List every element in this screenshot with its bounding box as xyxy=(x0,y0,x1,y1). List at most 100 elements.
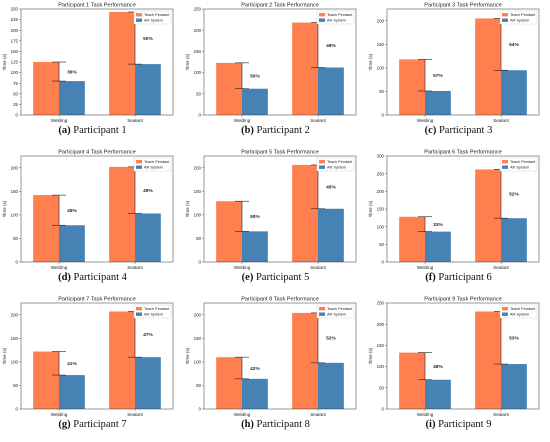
bar-welding-teach-pendant xyxy=(33,351,59,409)
x-tick-label: Sealant xyxy=(493,118,509,123)
bar-sealant-teach-pendant xyxy=(292,312,318,409)
chart-title: Participant 1 Task Performance xyxy=(58,3,136,9)
legend-label: Teach Pendant xyxy=(327,160,353,164)
caption-letter: (h) xyxy=(241,419,254,430)
bar-welding-teach-pendant xyxy=(33,62,59,115)
y-tick-label: 100 xyxy=(11,212,19,217)
legend-swatch xyxy=(319,307,325,311)
y-tick-label: 100 xyxy=(194,70,202,75)
y-tick-label: 50 xyxy=(379,242,384,247)
caption-letter: (c) xyxy=(424,125,437,136)
bar-welding-teach-pendant xyxy=(399,216,425,262)
chart-svg: Participant 3 Task Performance Time (s) 0 5… xyxy=(368,3,540,123)
bar-sealant-teach-pendant xyxy=(109,311,135,409)
reduction-label: 54% xyxy=(509,42,519,48)
legend-label: AR System xyxy=(510,166,529,170)
y-tick-label: 250 xyxy=(377,301,385,306)
y-tick-label: 200 xyxy=(194,165,202,170)
bar-sealant-ar-system xyxy=(318,208,344,262)
y-tick-label: 150 xyxy=(194,336,202,341)
x-tick-label: Sealant xyxy=(493,412,509,417)
reduction-label: 45% xyxy=(67,208,77,214)
y-tick-label: 200 xyxy=(11,28,19,33)
legend-label: AR System xyxy=(144,313,163,317)
y-tick-label: 300 xyxy=(377,154,385,159)
legend-label: AR System xyxy=(510,313,529,317)
chart-panel-5: Participant 5 Task Performance Time (s) 0 5… xyxy=(184,148,367,295)
reduction-label: 57% xyxy=(433,73,443,79)
bar-sealant-ar-system xyxy=(135,64,161,115)
y-tick-label: 150 xyxy=(377,207,385,212)
y-tick-label: 100 xyxy=(194,212,202,217)
bar-welding-ar-system xyxy=(59,375,85,409)
plot-frame xyxy=(20,8,174,116)
legend-box xyxy=(133,304,172,319)
caption-text: Participant 5 xyxy=(253,272,310,283)
bar-welding-teach-pendant xyxy=(216,357,242,409)
legend-box xyxy=(316,157,355,172)
bar-sealant-ar-system xyxy=(135,213,161,262)
x-tick-label: Sealant xyxy=(127,118,143,123)
legend-swatch xyxy=(502,307,508,311)
y-tick-label: 25 xyxy=(13,102,18,107)
panel-caption: (f) Participant 6 xyxy=(367,272,550,283)
y-tick-label: 0 xyxy=(16,407,19,412)
chart-title: Participant 7 Task Performance xyxy=(58,297,136,303)
plot-frame xyxy=(20,302,174,410)
y-tick-label: 200 xyxy=(377,322,385,327)
chart-panel-4: Participant 4 Task Performance Time (s) 0 5… xyxy=(1,148,184,295)
y-tick-label: 50 xyxy=(13,91,18,96)
y-tick-label: 125 xyxy=(11,60,19,65)
reduction-label: 50% xyxy=(250,214,260,220)
bar-sealant-ar-system xyxy=(135,357,161,409)
legend-swatch xyxy=(502,13,508,17)
y-tick-label: 50 xyxy=(379,385,384,390)
plot-frame xyxy=(20,155,174,263)
legend-swatch xyxy=(136,13,142,17)
x-tick-label: Welding xyxy=(417,412,434,417)
reduction-label: 52% xyxy=(509,192,519,198)
legend-swatch xyxy=(319,312,325,316)
legend-box xyxy=(499,304,538,319)
bar-welding-ar-system xyxy=(242,88,268,115)
chart-title: Participant 5 Task Performance xyxy=(241,150,319,156)
bar-welding-ar-system xyxy=(425,231,451,262)
y-tick-label: 0 xyxy=(199,407,202,412)
legend-box xyxy=(499,157,538,172)
y-axis-label: Time (s) xyxy=(185,200,190,217)
chart-title: Participant 9 Task Performance xyxy=(424,297,502,303)
legend-label: AR System xyxy=(144,166,163,170)
legend-swatch xyxy=(136,160,142,164)
x-tick-label: Welding xyxy=(51,118,68,123)
caption-text: Participant 1 xyxy=(70,125,127,136)
caption-text: Participant 7 xyxy=(70,419,127,430)
y-tick-label: 250 xyxy=(377,171,385,176)
legend-box xyxy=(133,157,172,172)
legend-label: AR System xyxy=(327,313,346,317)
legend-label: Teach Pendant xyxy=(510,307,536,311)
y-tick-label: 200 xyxy=(11,165,19,170)
y-tick-label: 50 xyxy=(379,89,384,94)
reduction-label: 53% xyxy=(509,336,519,342)
bar-welding-ar-system xyxy=(242,378,268,409)
chart-svg: Participant 9 Task Performance Time (s) 0 5… xyxy=(368,297,540,417)
legend-label: Teach Pendant xyxy=(144,307,170,311)
bar-sealant-teach-pendant xyxy=(292,22,318,115)
chart-panel-6: Participant 6 Task Performance Time (s) 0 5… xyxy=(367,148,550,295)
y-tick-label: 150 xyxy=(194,49,202,54)
y-tick-label: 100 xyxy=(194,359,202,364)
y-tick-label: 0 xyxy=(382,407,385,412)
legend-swatch xyxy=(502,165,508,169)
x-tick-label: Welding xyxy=(234,265,251,270)
panel-caption: (b) Participant 2 xyxy=(184,125,367,136)
y-tick-label: 50 xyxy=(196,383,201,388)
x-tick-label: Sealant xyxy=(310,412,326,417)
caption-letter: (a) xyxy=(58,125,71,136)
panel-caption: (i) Participant 9 xyxy=(367,419,550,430)
y-tick-label: 200 xyxy=(194,28,202,33)
y-tick-label: 0 xyxy=(16,260,19,265)
chart-panel-1: Participant 1 Task Performance Time (s) 0 2… xyxy=(1,1,184,148)
legend-box xyxy=(316,304,355,319)
legend-box xyxy=(499,10,538,25)
